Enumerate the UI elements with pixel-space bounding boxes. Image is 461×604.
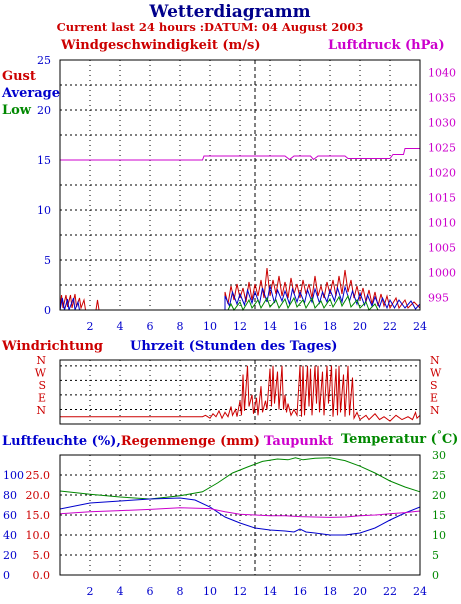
direction-y-tick-label: E (38, 392, 46, 405)
temperature-y-tick-label: 5 (432, 549, 439, 562)
humidity-y-tick-label: 40 (3, 529, 17, 542)
temperatur-series (59, 457, 421, 500)
page-title: Wetterdiagramm (148, 2, 310, 22)
rain-y-tick-label: 5.0 (33, 549, 51, 562)
legend-gust: Gust (2, 69, 36, 84)
x-tick-label: 20 (353, 320, 367, 333)
pressure-y-tick-label: 1010 (428, 217, 456, 230)
rain-y-tick-label: 20.0 (26, 489, 51, 502)
direction-y-tick-label: W (35, 367, 47, 380)
luftfeuchte-series (59, 497, 421, 536)
direction-y-tick-label: N (36, 404, 46, 417)
pressure-y-tick-label: 1040 (428, 67, 456, 80)
temperature-axis-title-text: Temperatur ( (341, 432, 437, 447)
humidity-rain-axis-title: Luftfeuchte (%),Regenmenge (mm) (2, 434, 260, 449)
direction-y-tick-label-right: W (430, 367, 442, 380)
wind-y-tick-label: 0 (44, 304, 51, 317)
temperature-y-tick-label: 20 (432, 489, 446, 502)
x-tick-label: 2 (87, 585, 94, 598)
temperature-y-tick-label: 10 (432, 529, 446, 542)
x-tick-label: 10 (203, 320, 217, 333)
humidity-y-tick-label: 60 (3, 509, 17, 522)
direction-y-tick-label-right: N (430, 404, 440, 417)
x-tick-label: 22 (383, 585, 397, 598)
x-tick-label: 16 (293, 585, 307, 598)
pressure-y-tick-label: 1030 (428, 117, 456, 130)
humidity-y-tick-label: 20 (3, 549, 17, 562)
direction-y-tick-label-right: N (430, 354, 440, 367)
pressure-y-tick-label: 1020 (428, 167, 456, 180)
gust-series (59, 267, 421, 311)
x-tick-label: 14 (263, 320, 277, 333)
pressure-y-tick-label: 1025 (428, 142, 456, 155)
wind-y-tick-label: 10 (37, 204, 51, 217)
x-tick-label: 2 (87, 320, 94, 333)
x-tick-label: 4 (117, 320, 124, 333)
rain-y-tick-label: 10.0 (26, 529, 51, 542)
x-tick-label: 12 (233, 320, 247, 333)
temperature-y-tick-label: 0 (432, 569, 439, 582)
pressure-y-tick-label: 995 (428, 292, 449, 305)
humidity-axis-title: Luftfeuchte (%), (2, 434, 121, 449)
temperature-axis-title: Temperatur (°C) (341, 430, 458, 447)
climate-panel-frame (59, 454, 421, 576)
x-tick-label: 10 (203, 585, 217, 598)
x-tick-label: 18 (323, 585, 337, 598)
time-axis-title: Uhrzeit (Stunden des Tages) (130, 339, 337, 354)
pressure-y-tick-label: 1015 (428, 192, 456, 205)
humidity-y-tick-label: 80 (3, 489, 17, 502)
x-tick-label: 20 (353, 585, 367, 598)
temperature-axis-unit: C) (442, 432, 459, 447)
direction-y-tick-label-right: E (430, 392, 438, 405)
pressure-y-tick-label: 1035 (428, 92, 456, 105)
x-tick-label: 18 (323, 320, 337, 333)
pressure-y-tick-label: 1005 (428, 242, 456, 255)
rain-y-tick-label: 0.0 (33, 569, 51, 582)
x-tick-label: 8 (177, 585, 184, 598)
wind-panel-frame (59, 59, 421, 311)
direction-y-tick-label: S (38, 379, 46, 392)
direction-y-tick-label: N (36, 354, 46, 367)
humidity-y-tick-label: 0 (3, 569, 10, 582)
pressure-axis-title: Luftdruck (hPa) (328, 38, 445, 53)
rain-axis-title: Regenmenge (mm) (121, 434, 260, 449)
wind-direction-axis-title: Windrichtung (1, 339, 103, 354)
direction-panel-frame (59, 359, 421, 425)
luftdruck-series (60, 148, 420, 161)
x-tick-label: 4 (117, 585, 124, 598)
legend-low: Low (2, 103, 32, 118)
temperature-y-tick-label: 15 (432, 509, 446, 522)
x-tick-label: 22 (383, 320, 397, 333)
wind-y-tick-label: 5 (44, 254, 51, 267)
x-tick-label: 8 (177, 320, 184, 333)
wind-y-tick-label: 20 (37, 104, 51, 117)
page-subtitle: Current last 24 hours :DATUM: 04 August … (57, 20, 364, 34)
wind-speed-axis-title: Windgeschwindigkeit (m/s) (60, 38, 260, 53)
wind-y-tick-label: 15 (37, 154, 51, 167)
direction-y-tick-label-right: S (430, 379, 438, 392)
x-tick-label: 24 (413, 585, 427, 598)
legend-average: Average (1, 86, 60, 101)
dewpoint-axis-title: Taupunkt (264, 434, 333, 449)
temperature-axis-degree: ° (437, 430, 442, 441)
rain-y-tick-label: 15.0 (26, 509, 51, 522)
x-tick-label: 6 (147, 585, 154, 598)
rain-y-tick-label: 25.0 (26, 469, 51, 482)
x-tick-label: 12 (233, 585, 247, 598)
humidity-y-tick-label: 100 (3, 469, 24, 482)
wind-y-tick-label: 25 (37, 54, 51, 67)
x-tick-label: 14 (263, 585, 277, 598)
average-series (59, 285, 421, 311)
pressure-y-tick-label: 1000 (428, 267, 456, 280)
temperature-y-tick-label: 30 (432, 449, 446, 462)
x-tick-label: 6 (147, 320, 154, 333)
taupunkt-series (59, 507, 421, 518)
low-series (60, 294, 420, 312)
x-tick-label: 24 (413, 320, 427, 333)
x-tick-label: 16 (293, 320, 307, 333)
wind-direction-series (60, 365, 421, 422)
temperature-y-tick-label: 25 (432, 469, 446, 482)
